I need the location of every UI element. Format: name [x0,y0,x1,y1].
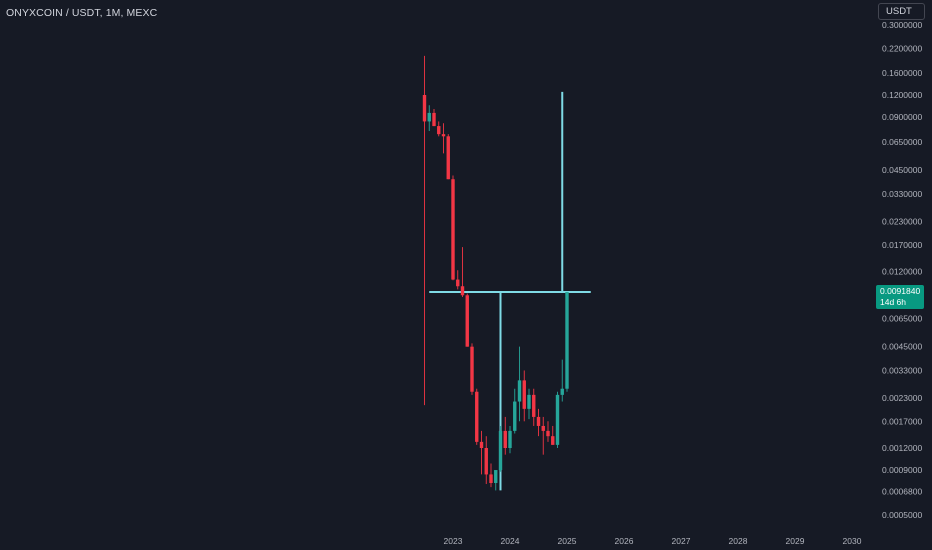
candle-body [451,179,455,280]
candle-body [546,430,550,437]
price-tick-label: 0.0045000 [882,342,922,352]
candle-body [541,425,545,431]
candle-body [475,391,479,442]
candle-body [441,134,446,137]
candle-body [551,436,555,445]
price-tick-label: 0.2200000 [882,44,922,54]
time-tick-label: 2024 [501,536,520,546]
candle-body [460,286,465,296]
candle-body [437,126,441,135]
price-tick-label: 0.0170000 [882,240,922,250]
candle-body [555,394,560,445]
price-tick-label: 0.0006800 [882,487,922,497]
candle-body [560,388,564,395]
candle-body [446,136,450,180]
candle-body [484,448,488,475]
candle-body [498,430,503,471]
price-tick-label: 0.0033000 [882,365,922,375]
candle-body [432,112,436,127]
price-axis[interactable]: 0.3000000 0.2200000 0.1600000 0.1200000 0.09… [882,20,922,520]
candle-body [456,279,460,287]
candlestick-series [422,55,569,491]
time-tick-label: 2029 [786,536,805,546]
price-tick-label: 0.0009000 [882,465,922,475]
candle-body [527,394,531,409]
price-tick-label: 0.0005000 [882,510,922,520]
price-tick-label: 0.0023000 [882,393,922,403]
candle-body [508,430,512,448]
candle-body [479,441,484,448]
price-tick-label: 0.0230000 [882,217,922,227]
last-price-value: 0.0091840 [880,286,921,296]
price-tick-label: 0.0650000 [882,137,922,147]
candle-countdown: 14d 6h [880,297,906,307]
price-tick-label: 0.0012000 [882,443,922,453]
candle-body [422,95,427,122]
price-tick-label: 0.0330000 [882,189,922,199]
price-tick-label: 0.1200000 [882,90,922,100]
price-tick-label: 0.1600000 [882,68,922,78]
chart-title: ONYXCOIN / USDT, 1M, MEXC [6,7,158,19]
price-tick-label: 0.0900000 [882,112,922,122]
price-tick-label: 0.0120000 [882,267,922,277]
last-price-badge: 0.0091840 14d 6h [876,285,924,309]
price-tick-label: 0.3000000 [882,20,922,30]
price-tick-label: 0.0450000 [882,165,922,175]
candle-body [494,470,498,484]
price-tick-label: 0.0065000 [882,313,922,323]
candle-body [522,380,526,409]
candle-body [489,474,493,484]
time-tick-label: 2028 [729,536,748,546]
price-tick-label: 0.0017000 [882,416,922,426]
time-tick-label: 2027 [672,536,691,546]
time-tick-label: 2025 [558,536,577,546]
time-tick-label: 2026 [615,536,634,546]
candle-body [536,416,541,426]
candle-body [470,346,474,392]
candle-body [513,401,517,431]
currency-button[interactable]: USDT [878,3,925,20]
candle-body [517,380,522,402]
candle-body [532,394,536,417]
time-tick-label: 2030 [843,536,862,546]
candle-body [427,112,431,122]
time-axis[interactable]: 2023 2024 2025 2026 2027 2028 2029 2030 [444,536,862,546]
candle-body [503,430,507,448]
time-tick-label: 2023 [444,536,463,546]
candle-body [565,292,569,389]
candle-body [465,295,469,347]
